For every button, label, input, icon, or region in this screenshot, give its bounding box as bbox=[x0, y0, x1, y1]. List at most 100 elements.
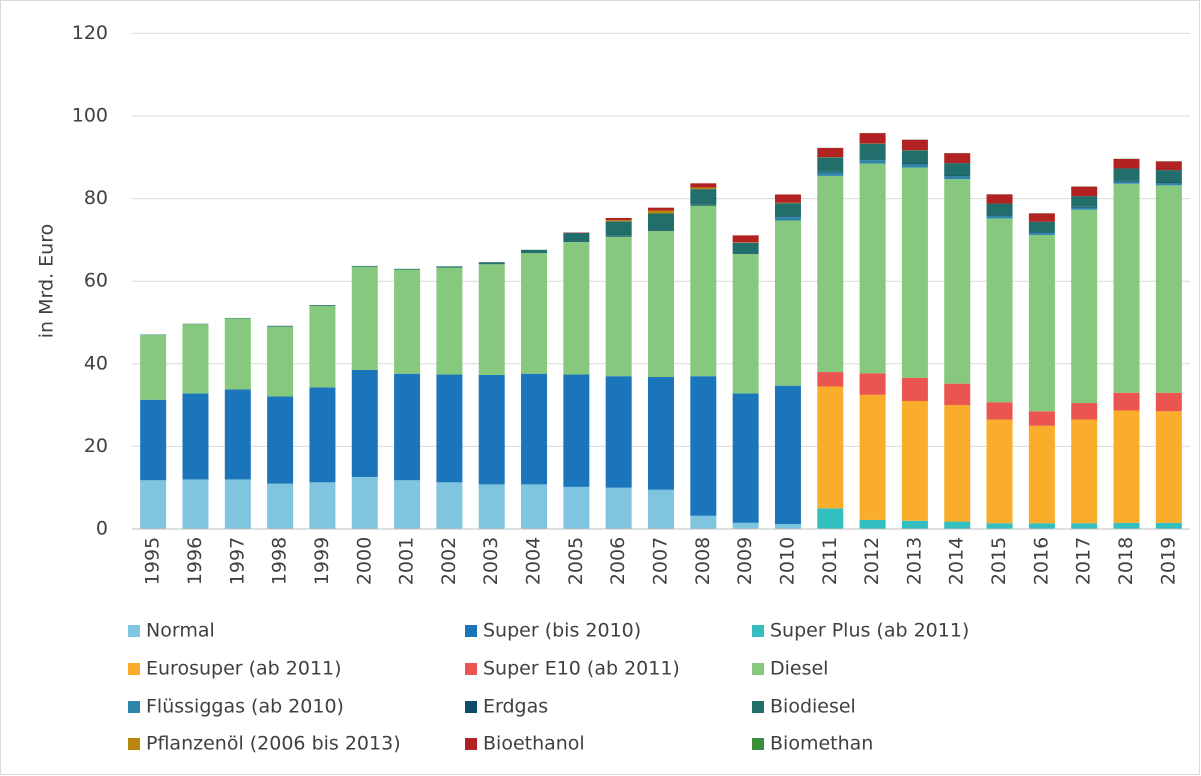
bar-segment bbox=[267, 483, 294, 529]
bar-segment bbox=[478, 264, 505, 375]
bar-segment bbox=[944, 405, 971, 522]
bar-segment bbox=[1028, 221, 1055, 233]
bar-segment bbox=[1028, 232, 1055, 233]
bar-segment bbox=[1071, 186, 1098, 197]
bar-segment bbox=[690, 187, 717, 190]
legend-swatch bbox=[128, 625, 140, 637]
y-tick-label: 40 bbox=[84, 352, 108, 374]
bar-segment bbox=[309, 305, 336, 306]
bar-segment bbox=[986, 203, 1013, 216]
bar-segment bbox=[986, 218, 1013, 403]
x-tick-label: 2000 bbox=[353, 537, 375, 585]
x-tick-label: 2006 bbox=[607, 537, 629, 585]
bar-segment bbox=[859, 163, 886, 374]
x-tick-label: 1996 bbox=[184, 537, 206, 585]
bar-segment bbox=[648, 207, 674, 211]
legend-swatch bbox=[128, 738, 140, 750]
bar-segment bbox=[309, 305, 336, 388]
x-tick-label: 2008 bbox=[692, 537, 714, 585]
bar-segment bbox=[140, 334, 167, 400]
bar-segment bbox=[732, 253, 759, 394]
legend-label: Pflanzenöl (2006 bis 2013) bbox=[146, 733, 401, 755]
bar-segment bbox=[648, 229, 674, 231]
x-tick-label: 1999 bbox=[311, 537, 333, 585]
bar-segment bbox=[732, 235, 759, 243]
bar-segment bbox=[859, 373, 886, 395]
bar-segment bbox=[605, 218, 632, 221]
bar-segment bbox=[859, 519, 886, 529]
x-tick-label: 2012 bbox=[861, 537, 883, 585]
bar-segment bbox=[563, 486, 590, 529]
bar-segment bbox=[394, 268, 421, 270]
x-tick-label: 2016 bbox=[1030, 537, 1052, 585]
bar-segment bbox=[690, 515, 717, 529]
bar-segment bbox=[394, 373, 421, 481]
bar-segment bbox=[774, 217, 801, 221]
y-axis-label: in Mrd. Euro bbox=[36, 224, 58, 338]
legend-swatch bbox=[465, 663, 477, 675]
bar-segment bbox=[648, 377, 674, 490]
bar-segment bbox=[944, 163, 971, 176]
bar-segment bbox=[774, 220, 801, 386]
bar-segment bbox=[1155, 392, 1182, 412]
bar-segment bbox=[774, 385, 801, 525]
bar-segment bbox=[901, 150, 928, 164]
bar-segment bbox=[224, 318, 251, 390]
legend-label: Biodiesel bbox=[770, 696, 856, 718]
y-tick-label: 120 bbox=[72, 22, 108, 44]
bar-segment bbox=[1028, 213, 1055, 222]
legend-label: Normal bbox=[146, 620, 215, 642]
bar-segment bbox=[901, 400, 928, 521]
legend-label: Biomethan bbox=[770, 733, 873, 755]
bar-segment bbox=[817, 172, 844, 176]
bar-segment bbox=[986, 215, 1013, 216]
bar-segment bbox=[859, 143, 886, 160]
bar-segment bbox=[605, 376, 632, 488]
legend-swatch bbox=[465, 738, 477, 750]
x-tick-label: 2014 bbox=[946, 537, 968, 585]
bar-segment bbox=[901, 520, 928, 529]
bar-segment bbox=[817, 171, 844, 173]
bar-segment bbox=[817, 372, 844, 387]
bar-segment bbox=[1028, 523, 1055, 529]
bar-segment bbox=[1155, 185, 1182, 393]
bar-segment bbox=[1071, 196, 1098, 207]
y-tick-label: 80 bbox=[84, 187, 108, 209]
bar-segment bbox=[478, 484, 505, 529]
bar-segment bbox=[563, 232, 590, 242]
x-tick-label: 2019 bbox=[1157, 537, 1179, 585]
legend-label: Erdgas bbox=[483, 696, 548, 718]
bar-segment bbox=[182, 393, 209, 480]
bar-segment bbox=[986, 523, 1013, 529]
legend-swatch bbox=[752, 663, 764, 675]
x-tick-label: 2002 bbox=[438, 537, 460, 585]
bar-segment bbox=[944, 153, 971, 164]
x-tick-label: 2005 bbox=[565, 537, 587, 585]
x-tick-label: 2011 bbox=[819, 537, 841, 585]
legend-swatch bbox=[128, 701, 140, 713]
bar-segment bbox=[986, 402, 1013, 420]
x-tick-label: 1997 bbox=[226, 537, 248, 585]
bar-segment bbox=[690, 376, 717, 516]
bar-segment bbox=[732, 393, 759, 523]
bar-segment bbox=[901, 377, 928, 401]
bar-segment bbox=[817, 157, 844, 172]
bar-segment bbox=[521, 373, 548, 485]
bar-segment bbox=[605, 487, 632, 529]
bar-segment bbox=[224, 389, 251, 480]
bar-segment bbox=[1071, 523, 1098, 529]
legend-swatch bbox=[752, 625, 764, 637]
bar-segment bbox=[436, 482, 463, 529]
bar-segment bbox=[944, 521, 971, 529]
y-tick-label: 20 bbox=[84, 435, 108, 457]
bar-segment bbox=[309, 482, 336, 529]
legend-label: Diesel bbox=[770, 658, 828, 680]
bar-segment bbox=[224, 479, 251, 529]
bar-segment bbox=[267, 396, 294, 484]
x-tick-label: 2003 bbox=[480, 537, 502, 585]
legend-label: Bioethanol bbox=[483, 733, 585, 755]
bar-segment bbox=[1113, 410, 1140, 523]
bar-segment bbox=[351, 369, 378, 477]
legend-swatch bbox=[752, 738, 764, 750]
